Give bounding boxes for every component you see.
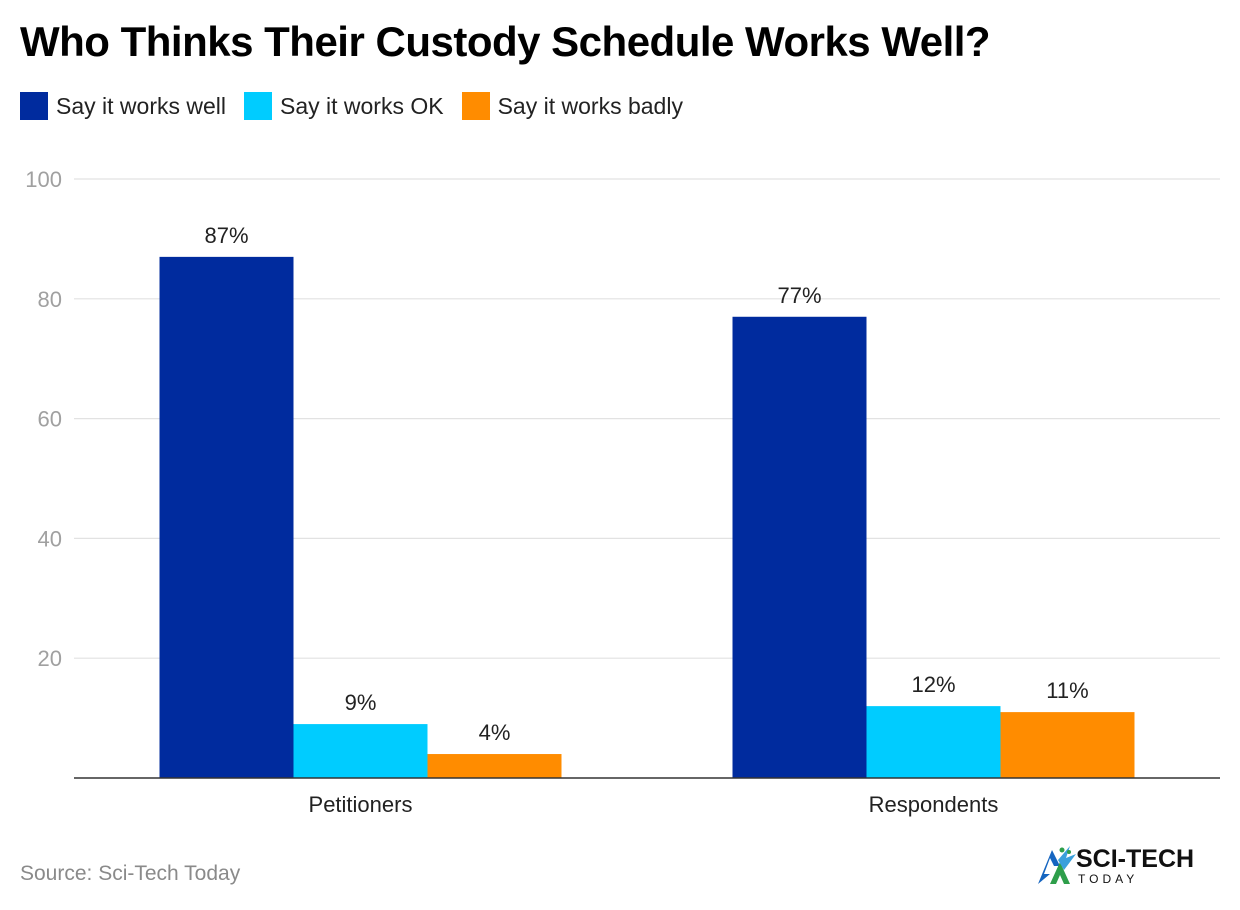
bar-petitioners-3: [427, 754, 562, 778]
y-tick-label: 80: [38, 287, 62, 312]
legend-item-works-ok: Say it works OK: [243, 92, 444, 120]
legend-label-works-badly: Say it works badly: [497, 92, 683, 119]
legend-swatch-works-ok: [243, 92, 272, 120]
y-tick-label: 100: [25, 167, 62, 192]
chart-title: Who Thinks Their Custody Schedule Works …: [20, 18, 991, 65]
y-tick-label: 60: [38, 407, 62, 432]
logo-mark-icon: [1038, 846, 1076, 884]
x-category-label: Petitioners: [309, 792, 413, 817]
legend-label-works-ok: Say it works OK: [279, 92, 444, 119]
bar-respondents-3: [1000, 712, 1135, 778]
data-label: 11%: [1046, 678, 1088, 703]
x-category-label: Respondents: [869, 792, 999, 817]
bar-respondents-1: [732, 316, 867, 778]
y-tick-label: 40: [38, 526, 62, 551]
y-tick-label: 20: [38, 646, 62, 671]
legend-item-works-well: Say it works well: [20, 92, 226, 120]
logo-text-sci-tech: SCI-TECH: [1076, 845, 1194, 873]
legend-swatch-works-well: [20, 92, 48, 120]
data-label: 9%: [345, 690, 377, 715]
data-label: 77%: [777, 283, 821, 308]
data-label: 87%: [204, 223, 248, 248]
legend-swatch-works-badly: [461, 92, 490, 120]
legend-item-works-badly: Say it works badly: [461, 92, 683, 120]
legend: Say it works well Say it works OK Say it…: [20, 92, 683, 120]
logo-text-today: TODAY: [1078, 872, 1138, 886]
legend-label-works-well: Say it works well: [56, 92, 226, 119]
sci-tech-today-logo: SCI-TECH TODAY: [1038, 845, 1194, 886]
source-note: Source: Sci-Tech Today: [20, 862, 241, 885]
data-label: 12%: [911, 672, 955, 697]
bar-petitioners-2: [293, 724, 428, 778]
data-label: 4%: [479, 720, 511, 745]
bar-petitioners-1: [159, 256, 294, 778]
bar-respondents-2: [866, 706, 1001, 778]
